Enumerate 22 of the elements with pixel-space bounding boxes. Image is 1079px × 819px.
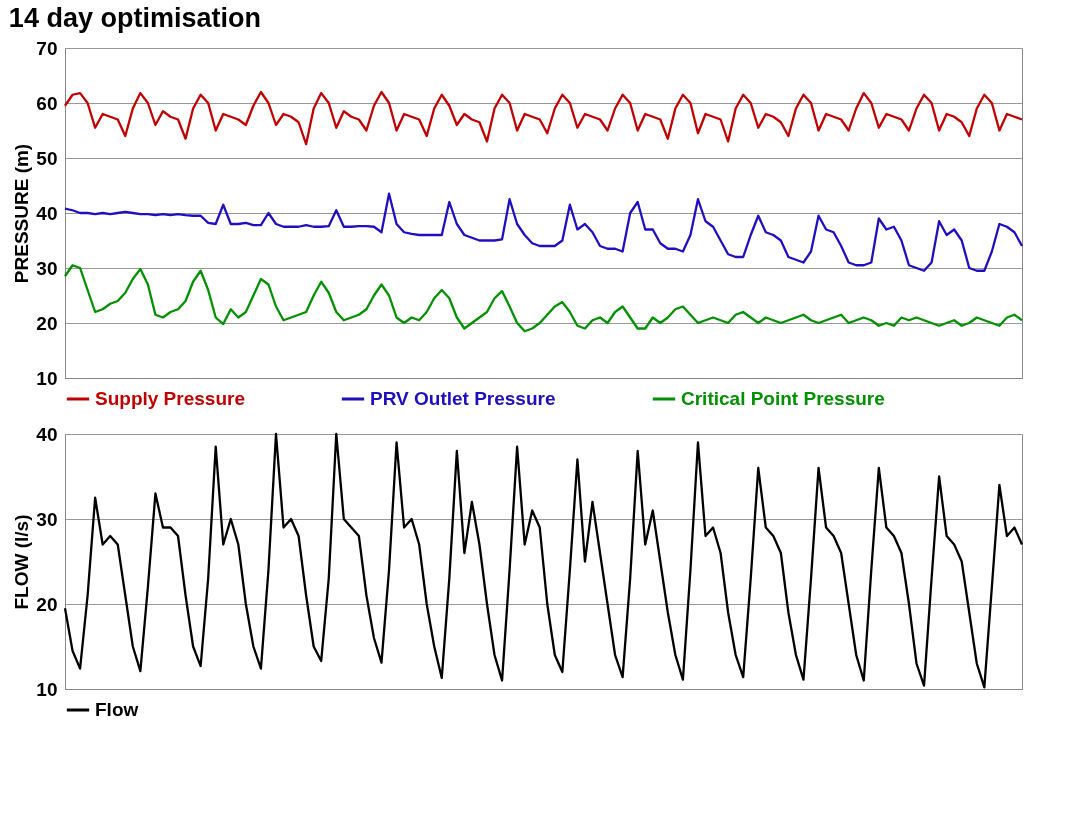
y-tick-label: 30 — [36, 508, 58, 530]
y-tick-label: 10 — [36, 367, 58, 389]
line-series — [63, 192, 1024, 272]
y-tick-label: 70 — [36, 37, 58, 59]
line-series — [63, 90, 1024, 146]
y-tick-label: 20 — [36, 593, 58, 615]
y-tick-label: 30 — [36, 257, 58, 279]
y-tick-label: 10 — [36, 678, 58, 700]
legend-label: Flow — [95, 699, 139, 720]
y-tick-label: 40 — [36, 423, 58, 445]
y-tick-label: 40 — [36, 202, 58, 224]
line-series — [63, 432, 1024, 689]
y-axis-title: PRESSURE (m) — [11, 143, 33, 284]
y-tick-label: 20 — [36, 312, 58, 334]
line-series — [63, 264, 1024, 333]
y-tick-label: 50 — [36, 147, 58, 169]
legend-label: PRV Outlet Pressure — [370, 388, 556, 409]
chart-title: 14 day optimisation — [8, 3, 261, 33]
legend-label: Critical Point Pressure — [681, 388, 885, 409]
y-axis-title: FLOW (l/s) — [11, 514, 33, 610]
legend-label: Supply Pressure — [95, 388, 245, 409]
y-tick-label: 60 — [36, 92, 58, 114]
